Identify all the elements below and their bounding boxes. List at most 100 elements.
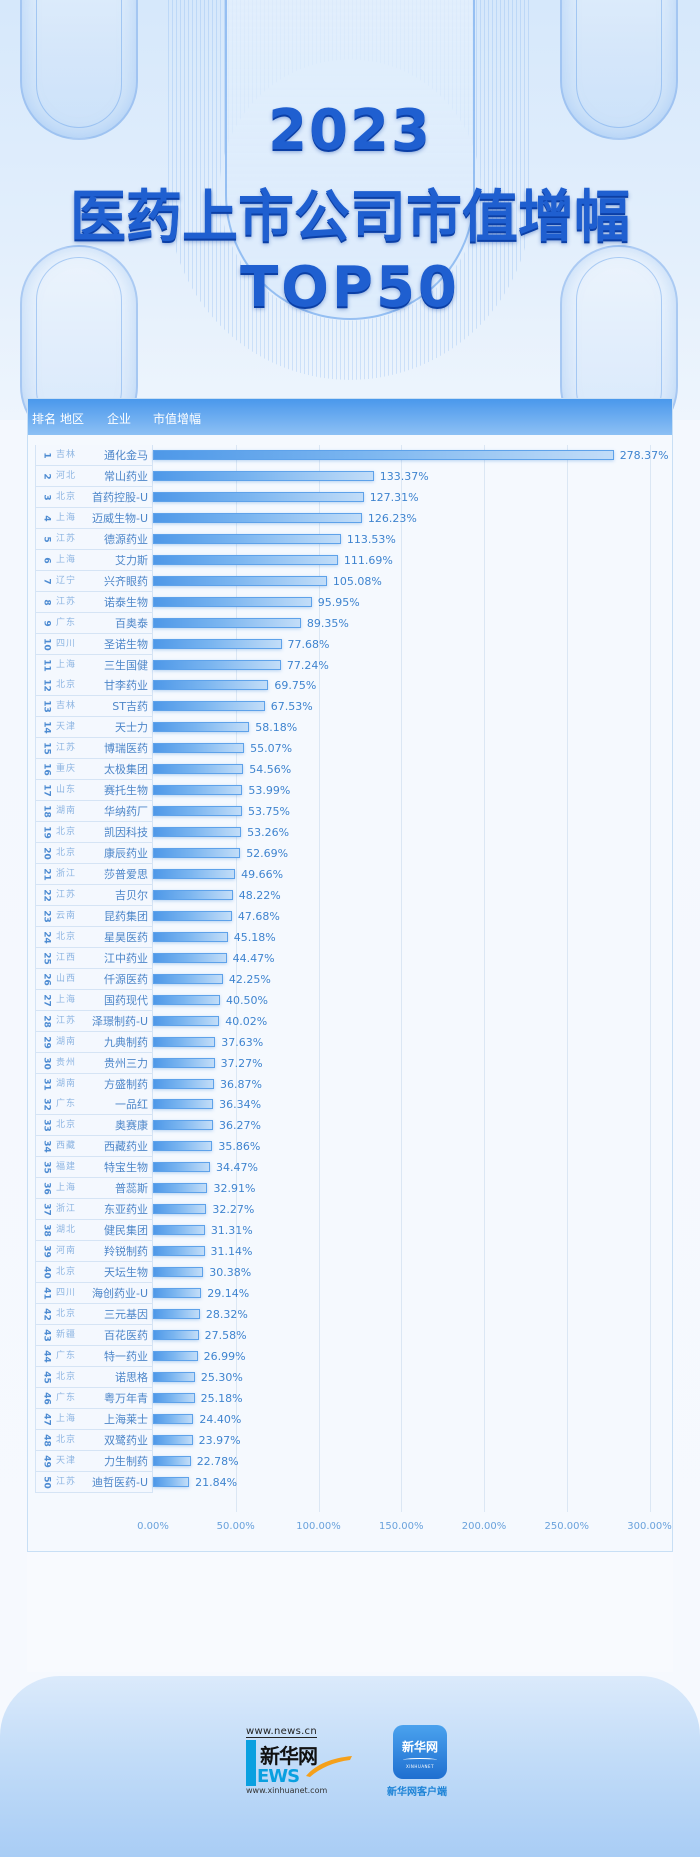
company-name: 力生制药 — [104, 1454, 148, 1468]
value-bar — [153, 1308, 200, 1319]
value-label: 42.25% — [228, 972, 271, 986]
value-bar — [153, 533, 341, 544]
value-bar — [153, 575, 327, 586]
region-name: 广东 — [56, 617, 77, 628]
region-name: 河北 — [56, 470, 77, 481]
rank-number: 49 — [41, 1454, 52, 1468]
chart-row: 20 北京 康辰药业 52.69% — [35, 843, 665, 865]
chart-row: 13 吉林 ST吉药 67.53% — [35, 696, 665, 718]
decor-capsule — [20, 245, 138, 420]
company-name: 吉贝尔 — [115, 888, 148, 902]
row-label-cell: 22 江苏 吉贝尔 — [35, 884, 153, 906]
row-label-cell: 11 上海 三生国健 — [35, 654, 153, 676]
row-label-cell: 37 浙江 东亚药业 — [35, 1199, 153, 1221]
company-name: 羚锐制药 — [104, 1245, 148, 1259]
header-growth: 市值增幅 — [153, 412, 202, 426]
value-bar — [153, 973, 223, 984]
row-label-cell: 23 云南 昆药集团 — [35, 905, 153, 927]
rank-number: 17 — [41, 784, 52, 797]
value-label: 127.31% — [369, 490, 419, 504]
region-name: 新疆 — [56, 1329, 77, 1340]
value-bar — [153, 554, 338, 565]
value-label: 28.32% — [205, 1307, 248, 1321]
chart-row: 15 江苏 博瑞医药 55.07% — [35, 738, 665, 760]
rank-number: 12 — [41, 679, 52, 693]
app-icon[interactable]: 新华网 XINHUANET — [393, 1725, 447, 1779]
company-name: 三元基因 — [104, 1307, 148, 1321]
region-name: 广东 — [56, 1350, 77, 1361]
value-bar — [153, 889, 233, 900]
value-bar — [153, 491, 364, 502]
value-label: 24.40% — [199, 1412, 242, 1426]
company-name: 江中药业 — [104, 951, 148, 965]
region-name: 云南 — [56, 910, 77, 921]
rank-number: 25 — [41, 952, 52, 965]
region-name: 上海 — [56, 1183, 77, 1194]
row-label-cell: 16 重庆 太极集团 — [35, 759, 153, 781]
region-name: 四川 — [56, 1288, 77, 1298]
value-bar — [153, 1057, 215, 1068]
value-bar — [153, 869, 236, 879]
rank-number: 39 — [41, 1245, 52, 1258]
row-label-cell: 6 上海 艾力斯 — [35, 549, 153, 571]
chart-card: 排名 地区 企业 市值增幅 1 吉林 通化金马 278.37% 2 河北 常山药业 133.3… — [27, 398, 673, 1552]
company-name: 特一药业 — [104, 1349, 148, 1363]
value-label: 35.86% — [218, 1140, 261, 1154]
company-name: 赛托生物 — [104, 784, 148, 798]
logo-url-top: www.news.cn — [246, 1726, 317, 1738]
row-label-cell: 8 江苏 诺泰生物 — [35, 591, 153, 613]
company-name: 健民集团 — [104, 1224, 148, 1238]
value-label: 23.97% — [198, 1433, 241, 1447]
region-name: 湖北 — [56, 1225, 77, 1236]
value-label: 77.24% — [286, 658, 329, 672]
row-label-cell: 18 湖南 华纳药厂 — [35, 801, 153, 823]
value-label: 44.47% — [232, 951, 275, 965]
row-label-cell: 50 江苏 迪哲医药-U — [35, 1471, 153, 1493]
value-bar — [153, 1078, 215, 1089]
rank-number: 46 — [41, 1391, 52, 1405]
row-label-cell: 3 北京 首药控股-U — [35, 486, 153, 508]
row-label-cell: 19 北京 凯因科技 — [35, 822, 153, 844]
chart-row: 10 四川 圣诺生物 77.68% — [35, 633, 665, 655]
logo-news-word: EWS — [257, 1766, 300, 1787]
row-label-cell: 12 北京 甘李药业 — [35, 675, 153, 697]
rank-number: 33 — [41, 1119, 52, 1133]
chart-row: 16 重庆 太极集团 54.56% — [35, 759, 665, 781]
region-name: 山东 — [56, 785, 77, 796]
row-label-cell: 42 北京 三元基因 — [35, 1303, 153, 1325]
value-label: 25.18% — [200, 1391, 243, 1405]
value-label: 45.18% — [233, 930, 276, 944]
value-bar — [153, 450, 614, 460]
region-name: 辽宁 — [56, 575, 77, 586]
xinhuanet-logo[interactable]: www.news.cn 新华网 EWS www.xinhuanet.com — [246, 1726, 356, 1798]
logo-n-glyph-icon — [246, 1740, 256, 1786]
rank-number: 24 — [41, 931, 52, 944]
chart-row: 41 四川 海创药业-U 29.14% — [35, 1283, 665, 1304]
row-label-cell: 15 江苏 博瑞医药 — [35, 738, 153, 760]
chart-row: 23 云南 昆药集团 47.68% — [35, 905, 665, 927]
chart-row: 26 山西 仟源医药 42.25% — [35, 968, 665, 990]
company-name: 迈威生物-U — [91, 511, 148, 525]
header-company: 企业 — [107, 412, 132, 426]
value-label: 278.37% — [619, 449, 669, 462]
value-bar — [153, 1120, 214, 1131]
region-name: 浙江 — [56, 1204, 77, 1215]
chart-row: 19 北京 凯因科技 53.26% — [35, 822, 665, 844]
company-name: 普蕊斯 — [115, 1182, 148, 1196]
row-label-cell: 5 江苏 德源药业 — [35, 528, 153, 550]
value-label: 32.91% — [213, 1182, 256, 1196]
value-label: 21.84% — [195, 1475, 238, 1489]
chart-row: 6 上海 艾力斯 111.69% — [35, 549, 665, 571]
rank-number: 30 — [41, 1056, 52, 1070]
value-bar — [153, 1434, 193, 1445]
value-bar — [153, 617, 301, 628]
region-name: 江苏 — [56, 889, 77, 900]
row-label-cell: 7 辽宁 兴齐眼药 — [35, 570, 153, 592]
gridline — [235, 445, 237, 1512]
x-tick-label: 50.00% — [216, 1521, 255, 1532]
value-bar — [153, 1015, 220, 1026]
rank-number: 21 — [41, 868, 52, 881]
row-label-cell: 35 福建 特宝生物 — [35, 1157, 153, 1179]
value-label: 22.78% — [196, 1454, 239, 1468]
company-name: 凯因科技 — [104, 826, 148, 840]
